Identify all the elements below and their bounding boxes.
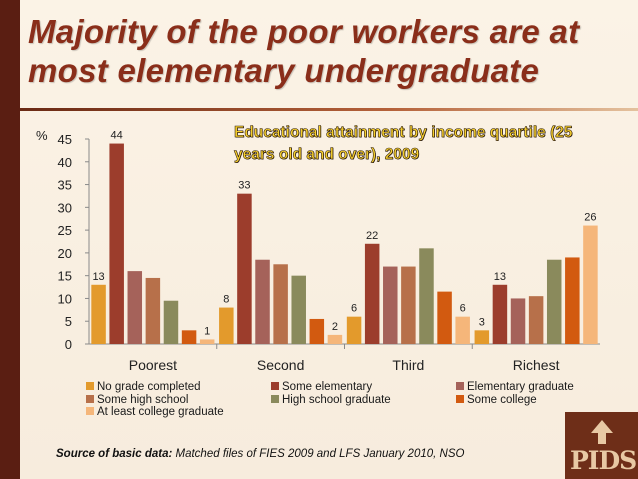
data-label: 6 bbox=[351, 303, 357, 315]
y-tick-label: 35 bbox=[58, 178, 72, 193]
bar bbox=[181, 330, 197, 344]
bar bbox=[401, 266, 416, 344]
y-tick-label: 20 bbox=[58, 246, 72, 261]
chart-title: Educational attainment by income quartil… bbox=[234, 124, 573, 164]
bar bbox=[346, 316, 362, 344]
legend-item-no-grade: No grade completed bbox=[86, 381, 201, 393]
data-label: 8 bbox=[223, 294, 229, 306]
legend-label: Some elementary bbox=[282, 381, 373, 393]
bar bbox=[109, 143, 124, 344]
data-label: 3 bbox=[479, 316, 485, 328]
x-category-label: Second bbox=[257, 357, 304, 373]
legend-swatch bbox=[456, 382, 464, 390]
y-tick-label: 15 bbox=[58, 269, 72, 284]
y-tick-label: 25 bbox=[58, 223, 72, 238]
bar bbox=[419, 248, 434, 344]
legend-swatch bbox=[86, 407, 94, 415]
left-accent-bar bbox=[0, 0, 20, 479]
legend-swatch bbox=[271, 394, 279, 403]
bar bbox=[474, 330, 490, 344]
data-label: 1 bbox=[204, 325, 210, 337]
bar bbox=[273, 264, 288, 344]
bar bbox=[455, 316, 470, 344]
bar bbox=[565, 257, 580, 344]
slide-title: Majority of the poor workers are at most… bbox=[28, 13, 580, 89]
x-category-label: Third bbox=[392, 357, 424, 373]
bar bbox=[127, 271, 143, 344]
bar bbox=[510, 298, 526, 344]
y-tick-label: 40 bbox=[58, 155, 72, 170]
source-label: Source of basic data: bbox=[56, 448, 173, 460]
bar bbox=[309, 318, 325, 344]
bar bbox=[255, 259, 270, 344]
bar bbox=[583, 225, 598, 344]
bar bbox=[383, 266, 398, 344]
legend-swatch bbox=[86, 394, 94, 403]
legend-item-some-high-school: Some high school bbox=[86, 394, 188, 406]
bar bbox=[291, 275, 306, 344]
pids-logo: PIDS bbox=[565, 412, 638, 479]
bar bbox=[91, 284, 106, 344]
data-label: 13 bbox=[494, 271, 506, 283]
bar bbox=[492, 284, 508, 344]
x-category-label: Poorest bbox=[129, 357, 177, 373]
bar bbox=[364, 243, 380, 344]
data-label: 26 bbox=[584, 212, 596, 224]
bar bbox=[145, 277, 161, 344]
source-note: Source of basic data: Matched files of F… bbox=[56, 448, 464, 460]
legend-swatch bbox=[456, 394, 464, 403]
bar bbox=[528, 296, 544, 344]
bar bbox=[237, 193, 252, 344]
data-label: 44 bbox=[111, 130, 123, 142]
bar bbox=[163, 300, 179, 344]
legend-swatch bbox=[86, 382, 94, 390]
y-tick-label: 0 bbox=[65, 337, 72, 352]
bar bbox=[546, 259, 562, 344]
bar bbox=[199, 339, 215, 344]
legend-label: Elementary graduate bbox=[467, 381, 574, 393]
legend-label: Some high school bbox=[97, 393, 189, 406]
y-tick-label: 5 bbox=[65, 314, 72, 329]
legend-item-college-graduate: At least college graduate bbox=[86, 406, 224, 418]
y-tick-label: 45 bbox=[58, 132, 72, 147]
bar bbox=[327, 334, 343, 344]
y-tick-label: 10 bbox=[58, 291, 72, 306]
x-category-label: Richest bbox=[513, 357, 560, 373]
bar bbox=[437, 291, 452, 344]
legend-label: Some college bbox=[467, 393, 537, 406]
chart-legend: No grade completed Some elementary Eleme… bbox=[86, 381, 626, 419]
legend-swatch bbox=[271, 382, 279, 390]
legend-label: At least college graduate bbox=[97, 406, 224, 418]
logo-text: PIDS bbox=[570, 446, 637, 475]
data-label: 2 bbox=[332, 321, 338, 333]
legend-item-some-college: Some college bbox=[456, 394, 537, 406]
title-divider bbox=[20, 108, 638, 111]
legend-item-high-school-graduate: High school graduate bbox=[271, 394, 391, 406]
legend-item-elementary-graduate: Elementary graduate bbox=[456, 381, 574, 393]
logo-arrow-icon bbox=[591, 420, 613, 433]
bar bbox=[219, 307, 234, 344]
logo-arrow-stem bbox=[598, 432, 606, 444]
y-axis-unit-label: % bbox=[36, 128, 48, 143]
legend-label: No grade completed bbox=[97, 381, 201, 393]
data-label: 13 bbox=[92, 271, 104, 283]
legend-label: High school graduate bbox=[282, 393, 391, 406]
data-label: 33 bbox=[238, 180, 250, 192]
y-tick-label: 30 bbox=[58, 200, 72, 215]
legend-item-some-elementary: Some elementary bbox=[271, 381, 372, 393]
data-label: 22 bbox=[366, 230, 378, 242]
source-text: Matched files of FIES 2009 and LFS Janua… bbox=[175, 448, 465, 460]
data-label: 6 bbox=[460, 303, 466, 315]
